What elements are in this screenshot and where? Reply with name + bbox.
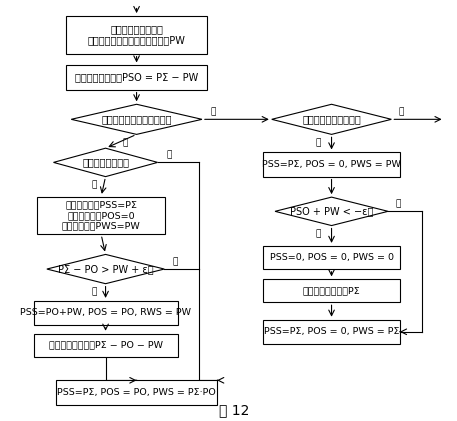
Polygon shape [272, 104, 391, 134]
Text: 是: 是 [316, 138, 321, 147]
FancyBboxPatch shape [263, 279, 400, 302]
Text: PSS=PΣ, POS = 0, PWS = PΣ: PSS=PΣ, POS = 0, PWS = PΣ [264, 327, 399, 336]
Text: PΣ − PO > PW + ε？: PΣ − PO > PW + ε？ [58, 264, 154, 274]
Text: PSS=PΣ, POS = PO, PWS = PΣ·PO: PSS=PΣ, POS = PO, PWS = PΣ·PO [57, 388, 216, 397]
Polygon shape [47, 254, 164, 284]
FancyBboxPatch shape [263, 152, 400, 177]
Text: PSS=PΣ, POS = 0, PWS = PW: PSS=PΣ, POS = 0, PWS = PW [262, 160, 401, 169]
Text: 否: 否 [173, 257, 178, 266]
FancyBboxPatch shape [263, 320, 400, 344]
Text: 储能单元有足够容量？: 储能单元有足够容量？ [302, 115, 361, 124]
Polygon shape [53, 148, 158, 177]
Text: 是: 是 [92, 181, 97, 189]
Text: 储能功率定值PSS=PΣ
油电功率定值POS=0
风光功率定值PWS=PW: 储能功率定值PSS=PΣ 油电功率定值POS=0 风光功率定值PWS=PW [62, 201, 140, 230]
FancyBboxPatch shape [33, 301, 178, 325]
Text: 报告功率不平衡量PΣ − PO − PW: 报告功率不平衡量PΣ − PO − PW [48, 341, 163, 350]
Text: PSS=PO+PW, POS = PO, RWS = PW: PSS=PO+PW, POS = PO, RWS = PW [20, 309, 191, 317]
Text: PSS=0, POS = 0, PWS = 0: PSS=0, POS = 0, PWS = 0 [270, 253, 393, 262]
Polygon shape [275, 197, 388, 226]
Text: 储、油待发功率值PSO = PΣ − PW: 储、油待发功率值PSO = PΣ − PW [75, 72, 198, 83]
Text: 剩余荷电量足够？: 剩余荷电量足够？ [82, 157, 129, 168]
FancyBboxPatch shape [37, 197, 165, 234]
Text: 是: 是 [92, 288, 97, 296]
Text: 储、油待发功率定值为正？: 储、油待发功率定值为正？ [101, 115, 172, 124]
Text: 否: 否 [166, 150, 171, 160]
FancyBboxPatch shape [263, 246, 400, 269]
Text: 是: 是 [123, 138, 128, 147]
Text: 图 12: 图 12 [219, 403, 249, 418]
Text: PSO + PW < −ε？: PSO + PW < −ε？ [290, 206, 373, 216]
Polygon shape [71, 104, 202, 134]
FancyBboxPatch shape [66, 65, 207, 90]
Text: 是: 是 [316, 229, 321, 238]
Text: 否: 否 [210, 107, 216, 116]
Text: 否: 否 [399, 107, 404, 116]
FancyBboxPatch shape [56, 380, 218, 405]
FancyBboxPatch shape [66, 16, 207, 53]
Text: 否: 否 [395, 199, 400, 208]
Text: 报告功率不平衡量PΣ: 报告功率不平衡量PΣ [303, 286, 361, 295]
FancyBboxPatch shape [33, 334, 178, 357]
Text: 将微网内所有风电、
光电单元的有功参考值求和得到PW: 将微网内所有风电、 光电单元的有功参考值求和得到PW [88, 24, 186, 45]
